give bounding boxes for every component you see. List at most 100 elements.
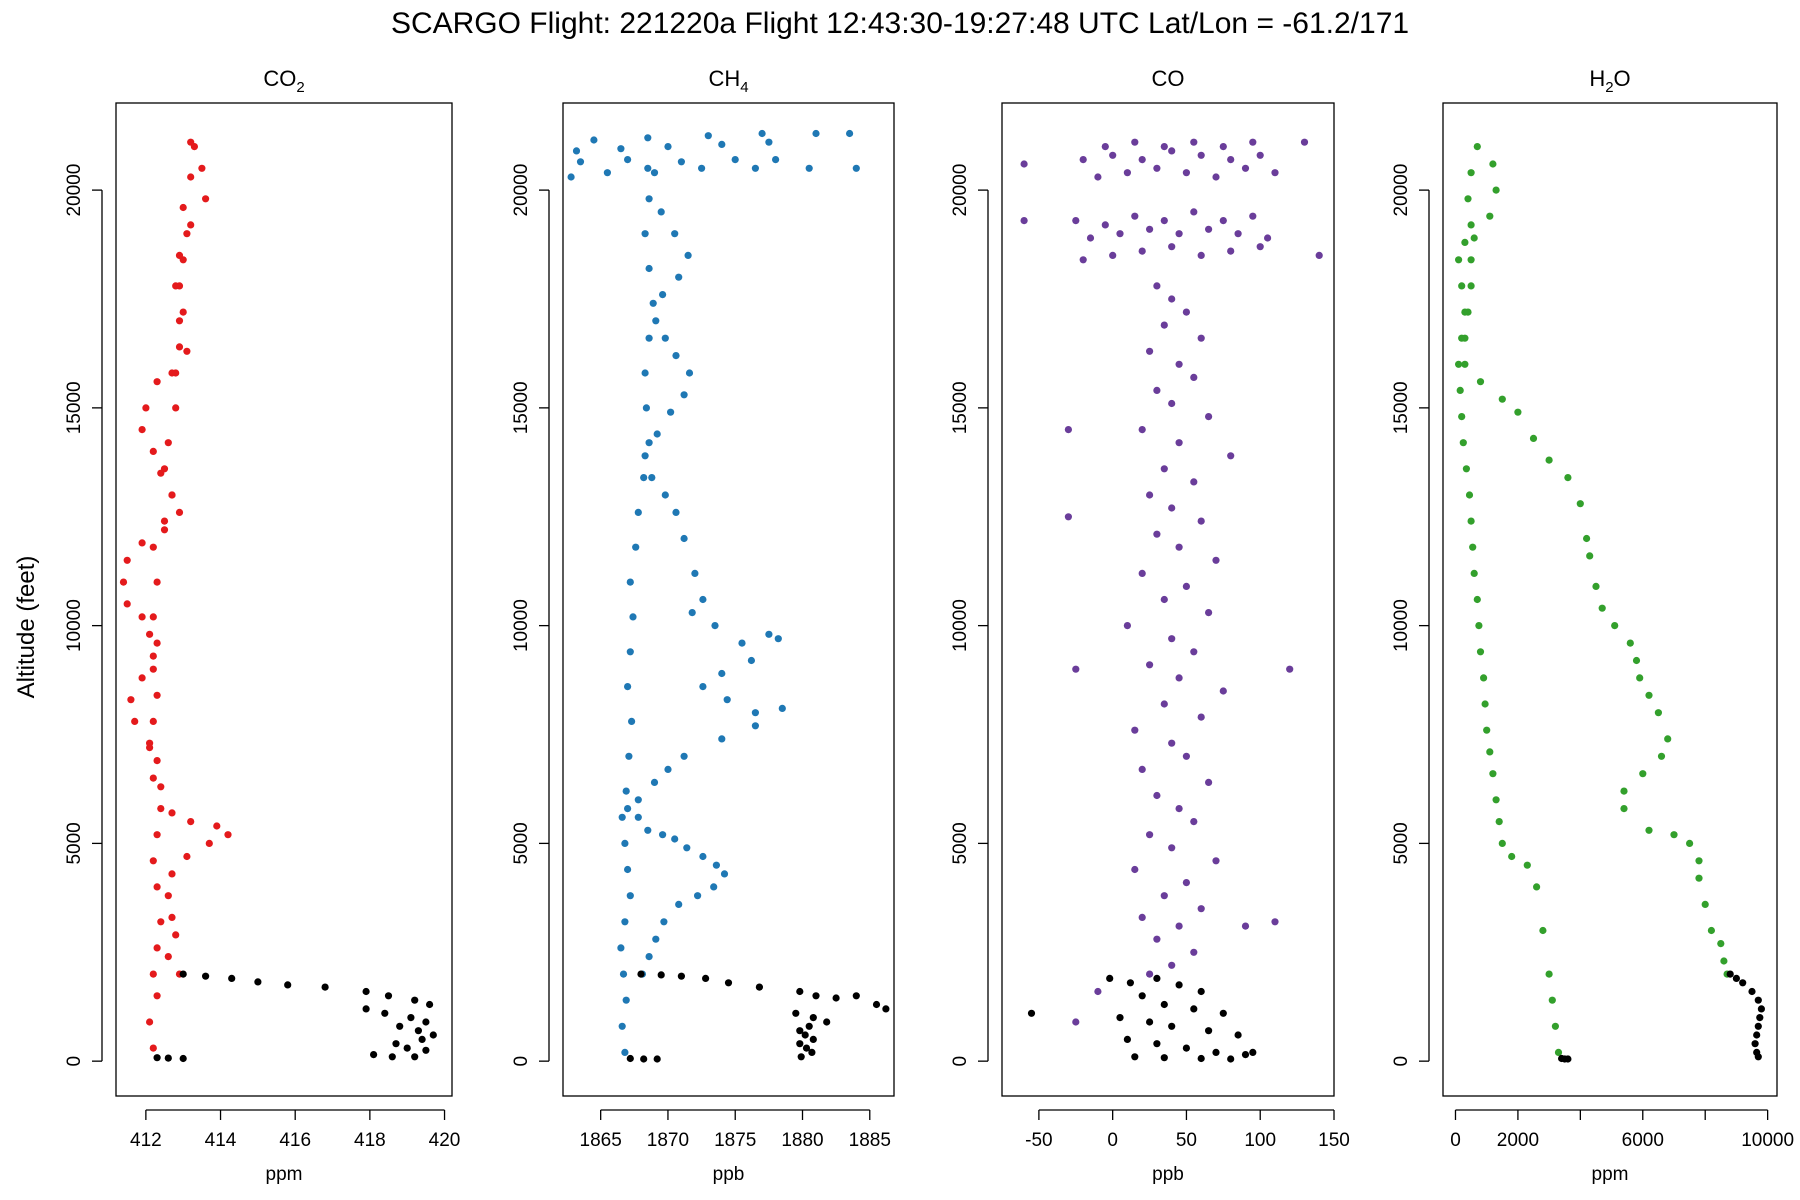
data-point <box>702 974 710 983</box>
data-point <box>1564 474 1572 482</box>
data-point <box>1138 992 1146 1000</box>
data-point <box>1116 230 1124 238</box>
data-point <box>618 1022 626 1030</box>
data-point <box>1020 160 1028 168</box>
data-point <box>797 1053 805 1061</box>
data-point <box>1227 156 1235 164</box>
data-point <box>1219 687 1227 695</box>
data-point <box>1470 234 1478 242</box>
data-point <box>1249 1048 1257 1056</box>
data-point <box>1190 373 1198 381</box>
y-tick-label-ch4: 0 <box>511 1056 532 1067</box>
series-co-upper <box>1020 138 1323 264</box>
x-tick-label-co: 50 <box>1176 1130 1197 1151</box>
data-point <box>778 704 786 713</box>
y-tick-label-h2o: 10000 <box>1391 599 1412 652</box>
data-point <box>1256 243 1264 251</box>
data-point <box>1160 1000 1168 1009</box>
data-point <box>1529 434 1538 442</box>
data-point <box>1470 569 1478 578</box>
data-point <box>671 230 679 238</box>
data-point <box>213 822 221 830</box>
data-point <box>617 145 625 153</box>
data-point <box>175 343 184 351</box>
data-point <box>123 556 131 564</box>
data-point <box>179 308 187 316</box>
data-point <box>1160 465 1168 473</box>
y-tick-label-co2: 10000 <box>64 599 85 652</box>
data-point <box>1182 752 1190 760</box>
data-point <box>1027 1009 1036 1017</box>
data-point <box>1473 143 1481 151</box>
data-point <box>852 992 860 1000</box>
data-point <box>1592 582 1600 591</box>
data-point <box>1227 247 1235 255</box>
data-point <box>882 1005 890 1013</box>
data-point <box>650 169 659 177</box>
data-point <box>153 639 161 647</box>
panel-title-main: CO <box>1152 66 1185 91</box>
data-point <box>1508 852 1516 861</box>
x-tick-label-ch4: 1870 <box>647 1130 689 1151</box>
plot-frame-co2 <box>115 102 453 1097</box>
data-point <box>1205 225 1213 233</box>
data-point <box>1545 456 1553 464</box>
data-point <box>426 1000 434 1009</box>
data-point <box>1160 595 1168 604</box>
data-point <box>1492 796 1500 804</box>
data-point <box>1476 378 1485 386</box>
data-point <box>823 1018 831 1026</box>
data-point <box>1533 883 1541 891</box>
data-point <box>1131 726 1139 734</box>
panel-title-main: CH <box>708 66 740 91</box>
data-point <box>1271 918 1279 926</box>
data-point <box>1205 413 1213 421</box>
data-point <box>1190 948 1198 956</box>
data-point <box>1469 543 1477 551</box>
data-point <box>617 944 625 952</box>
data-point <box>123 600 131 608</box>
panel-title-subscript: 4 <box>740 79 748 96</box>
data-point <box>149 1044 157 1052</box>
data-point <box>1153 282 1161 290</box>
data-point <box>370 1051 378 1059</box>
data-point <box>1486 212 1494 220</box>
data-point <box>362 987 370 996</box>
data-point <box>1483 726 1491 734</box>
data-point <box>1116 1014 1124 1022</box>
data-point <box>699 683 707 691</box>
data-point <box>1467 256 1475 264</box>
data-point <box>119 578 128 586</box>
data-point <box>852 164 860 172</box>
data-point <box>1138 913 1146 922</box>
data-point <box>624 683 632 691</box>
y-tick-label-h2o: 20000 <box>1391 164 1412 217</box>
data-point <box>198 164 206 172</box>
data-point <box>1020 217 1028 225</box>
data-point <box>622 787 630 795</box>
x-tick-label-co: 100 <box>1244 1130 1276 1151</box>
data-point <box>1153 935 1161 943</box>
data-point <box>808 1048 816 1056</box>
data-point <box>1212 857 1220 865</box>
data-point <box>202 972 210 980</box>
data-point <box>772 156 780 164</box>
data-point <box>712 861 721 869</box>
data-point <box>832 994 840 1002</box>
y-tick-label-h2o: 0 <box>1391 1056 1412 1067</box>
data-point <box>664 143 672 151</box>
data-point <box>1123 169 1131 177</box>
data-point <box>1467 282 1475 290</box>
data-point <box>572 147 581 155</box>
data-point <box>653 430 661 438</box>
data-point <box>1175 230 1183 238</box>
data-point <box>1146 347 1154 355</box>
data-point <box>1626 639 1634 647</box>
data-point <box>1182 169 1190 177</box>
data-point <box>625 752 633 760</box>
data-point <box>1175 543 1183 551</box>
data-point <box>1160 1054 1168 1062</box>
data-point <box>675 900 683 909</box>
data-point <box>1212 173 1220 181</box>
